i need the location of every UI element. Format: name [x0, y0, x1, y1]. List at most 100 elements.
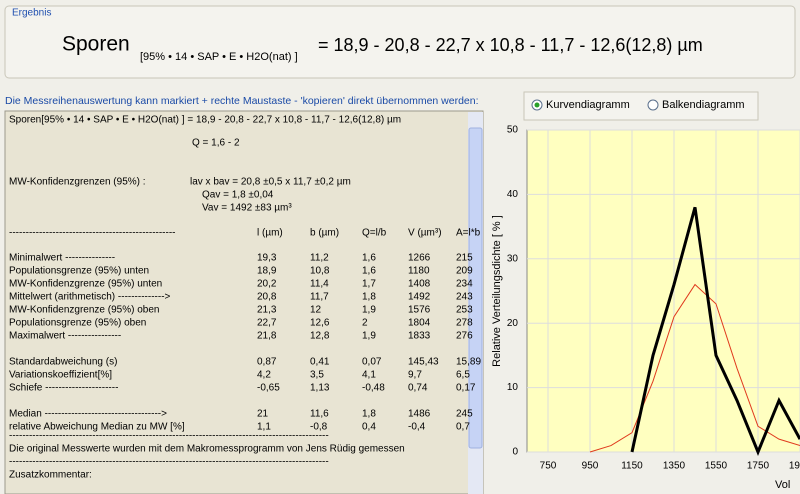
- option-label[interactable]: Balkendiagramm: [662, 99, 745, 111]
- cell: 1180: [408, 266, 430, 277]
- cell: 2: [362, 318, 368, 329]
- cell: 9,7: [408, 370, 422, 381]
- cell: 11,2: [310, 253, 329, 264]
- x-tick-label: 1950: [789, 461, 800, 472]
- cell: 12,6: [310, 318, 330, 329]
- cell: 1486: [408, 409, 431, 420]
- cell: 278: [456, 318, 473, 329]
- y-tick-label: 10: [507, 382, 519, 393]
- cell: 10,8: [310, 266, 330, 277]
- x-tick-label: 750: [540, 461, 557, 472]
- cell: 234: [456, 279, 473, 290]
- cell: 19,3: [257, 253, 277, 264]
- row-label: Standardabweichung (s): [9, 357, 117, 368]
- series-line: [589, 283, 800, 453]
- y-tick-label: 40: [507, 189, 519, 200]
- row-label: MW-Konfidenzgrenze (95%) oben: [9, 305, 159, 316]
- species: Sporen: [62, 33, 130, 56]
- column-header: b (µm): [310, 228, 339, 239]
- x-tick-label: 1750: [747, 461, 770, 472]
- x-tick-label: 1550: [705, 461, 728, 472]
- cell: 0,74: [408, 383, 428, 394]
- cell: 0,4: [362, 422, 376, 433]
- footer-line: ----------------------------------------…: [9, 457, 329, 468]
- separator: ----------------------------------------…: [9, 228, 176, 239]
- summary: Sporen[95% • 14 • SAP • E • H2O(nat) ] =…: [9, 115, 401, 126]
- qualifier: [95% • 14 • SAP • E • H2O(nat) ]: [140, 51, 298, 63]
- cell: 1,1: [257, 422, 271, 433]
- text-panel[interactable]: [4, 110, 484, 494]
- cell: 0,87: [257, 357, 277, 368]
- cell: 245: [456, 409, 473, 420]
- y-tick-label: 30: [507, 253, 519, 264]
- cell: 1266: [408, 253, 431, 264]
- row-label: Minimalwert ---------------: [9, 253, 115, 264]
- cell: 20,8: [257, 292, 277, 303]
- cell: 1576: [408, 305, 431, 316]
- radio[interactable]: [647, 99, 659, 111]
- cell: 4,1: [362, 370, 376, 381]
- cell: 1833: [408, 331, 431, 342]
- cell: 11,7: [310, 292, 329, 303]
- cell: 209: [456, 266, 473, 277]
- cell: -0,65: [257, 383, 280, 394]
- column-header: A=l*b: [456, 228, 481, 239]
- cell: 21,8: [257, 331, 277, 342]
- cell: -0,8: [310, 422, 328, 433]
- cell: 18,9: [257, 266, 277, 277]
- x-tick-label: 950: [582, 461, 599, 472]
- cell: 1,7: [362, 279, 376, 290]
- conf-line: Qav = 1,8 ±0,04: [202, 190, 274, 201]
- x-tick-label: 1350: [663, 461, 686, 472]
- option-box: [523, 91, 759, 121]
- result-box: [4, 5, 796, 79]
- row-label: MW-Konfidenzgrenze (95%) unten: [9, 279, 162, 290]
- cell: 1,6: [362, 253, 376, 264]
- cell: 253: [456, 305, 473, 316]
- row-label: Populationsgrenze (95%) oben: [9, 318, 146, 329]
- row-label: Schiefe ----------------------: [9, 383, 118, 394]
- cell: 15,89: [456, 357, 481, 368]
- conf-line: lav x bav = 20,8 ±0,5 x 11,7 ±0,2 µm: [190, 177, 351, 188]
- cell: 1,13: [310, 383, 330, 394]
- row-label: Mittelwert (arithmetisch) --------------…: [9, 292, 171, 303]
- scroll-thumb[interactable]: [468, 127, 483, 449]
- result: = 18,9 - 20,8 - 22,7 x 10,8 - 11,7 - 12,…: [318, 35, 703, 55]
- q-range: Q = 1,6 - 2: [192, 138, 240, 149]
- option-label[interactable]: Kurvendiagramm: [546, 99, 630, 111]
- cell: 276: [456, 331, 473, 342]
- cell: 0,7: [456, 422, 470, 433]
- group-label-bg: [10, 7, 60, 19]
- y-tick-label: 0: [512, 447, 518, 458]
- column-header: l (µm): [257, 228, 283, 239]
- cell: -0,4: [408, 422, 426, 433]
- group-label: Ergebnis: [12, 8, 51, 19]
- y-tick-label: 50: [507, 125, 519, 136]
- radio-dot: [534, 102, 540, 108]
- y-tick-label: 20: [507, 318, 519, 329]
- row-label: Populationsgrenze (95%) unten: [9, 266, 149, 277]
- row-label: Median ---------------------------------…: [9, 409, 167, 420]
- row-label: Maximalwert ----------------: [9, 331, 121, 342]
- cell: 20,2: [257, 279, 277, 290]
- plot-area: [526, 129, 800, 453]
- cell: 0,17: [456, 383, 476, 394]
- footer-line: ----------------------------------------…: [9, 431, 329, 442]
- cell: 1,8: [362, 292, 376, 303]
- cell: 1408: [408, 279, 431, 290]
- cell: 1492: [408, 292, 431, 303]
- conf-line: Vav = 1492 ±83 µm³: [202, 203, 292, 214]
- cell: 4,2: [257, 370, 271, 381]
- cell: 21,3: [257, 305, 277, 316]
- cell: -0,48: [362, 383, 385, 394]
- cell: 1,9: [362, 305, 376, 316]
- conf-label: MW-Konfidenzgrenzen (95%) :: [9, 177, 146, 188]
- x-axis-label: Vol: [775, 479, 790, 491]
- footer-line: Die original Messwerte wurden mit dem Ma…: [9, 444, 405, 455]
- cell: 11,4: [310, 279, 329, 290]
- cell: 145,43: [408, 357, 439, 368]
- cell: 1,9: [362, 331, 376, 342]
- row-label: Variationskoeffizient[%]: [9, 370, 112, 381]
- instruction: Die Messreihenauswertung kann markiert +…: [5, 95, 479, 107]
